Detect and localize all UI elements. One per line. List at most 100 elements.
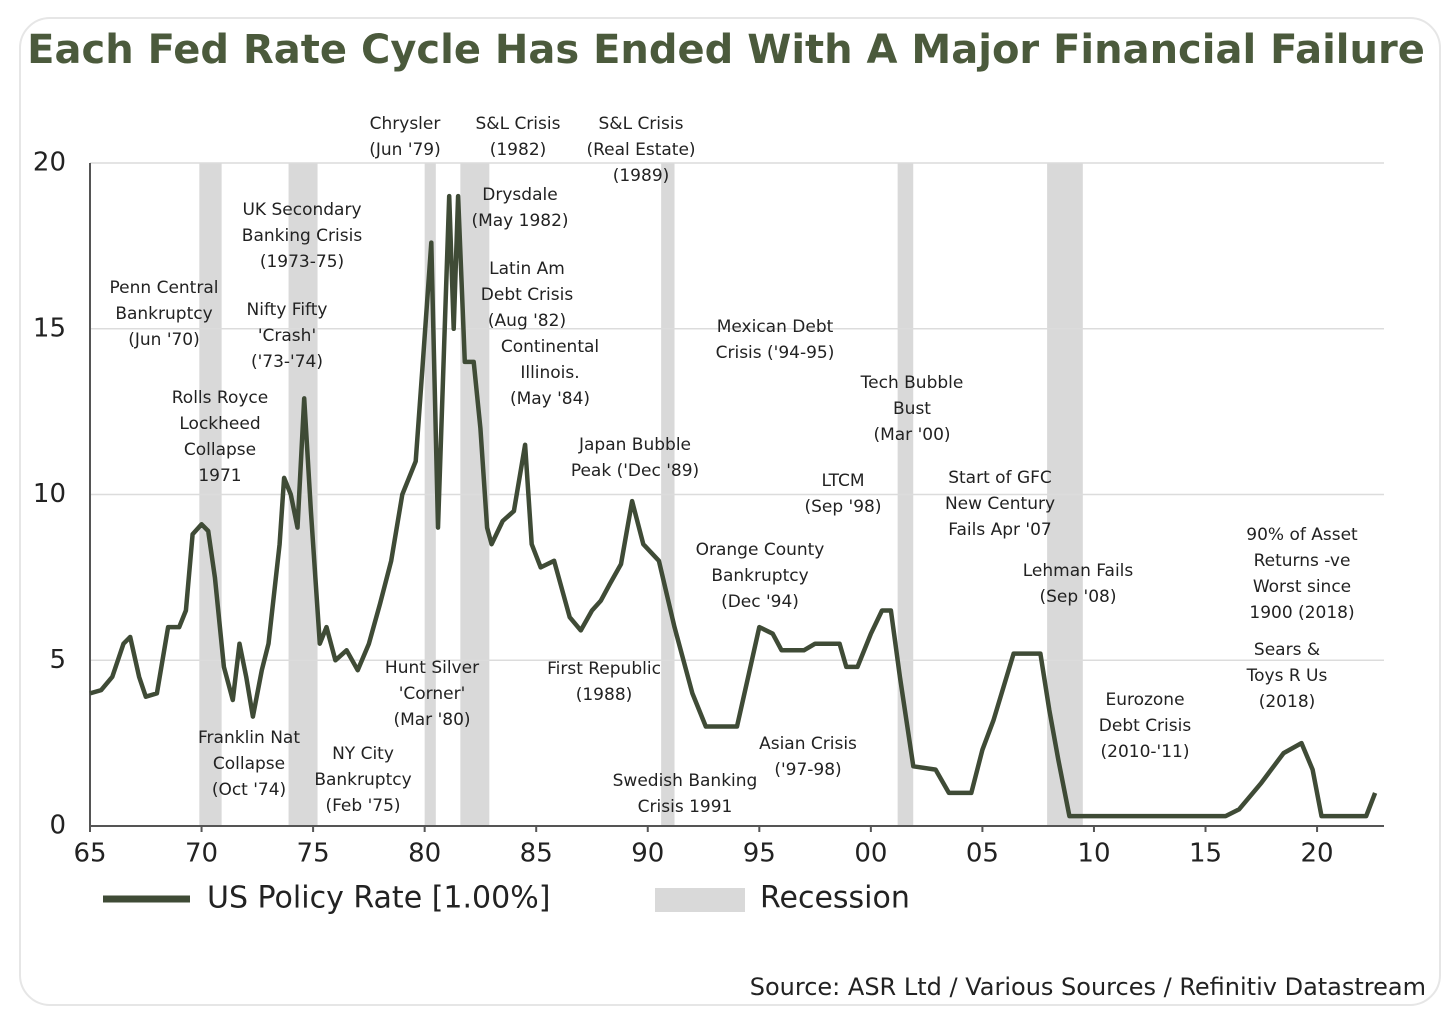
annotation-line: Debt Crisis [481, 285, 574, 305]
x-tick-label: 00 [854, 839, 887, 869]
annotation-line: (2010-'11) [1101, 742, 1190, 762]
source: Source: ASR Ltd / Various Sources / Refi… [750, 973, 1426, 1001]
annotation-line: (Sep '08) [1039, 587, 1116, 607]
annotation-line: Banking Crisis [242, 226, 363, 246]
annotation-line: LTCM [821, 471, 864, 491]
legend-label: Recession [760, 881, 910, 916]
annotation-line: (Real Estate) [586, 140, 695, 160]
annotation-line: Tech Bubble [860, 373, 964, 393]
annotation: Continental Illinois. (May '84) [501, 337, 599, 409]
annotation-line: (Mar '00) [873, 425, 950, 445]
annotation-line: (2018) [1259, 692, 1316, 712]
rate-line [89, 193, 1378, 819]
annotation-line: 1900 (2018) [1249, 603, 1354, 623]
annotation-line: (1988) [576, 685, 633, 705]
x-tick-label: 90 [631, 839, 664, 869]
annotation: 90% of Asset Returns -ve Worst since 1900 (… [1246, 525, 1358, 623]
annotation: Nifty Fifty 'Crash' ('73-'74) [247, 300, 328, 372]
annotation-line: Swedish Banking [613, 771, 758, 791]
annotation: LTCM (Sep '98) [804, 471, 881, 517]
annotation-line: 90% of Asset [1246, 525, 1358, 545]
annotation-line: ('97-98) [774, 760, 841, 780]
annotation: Asian Crisis ('97-98) [759, 734, 857, 780]
annotation-line: S&L Crisis [599, 114, 684, 134]
annotation-line: New Century [945, 494, 1055, 514]
x-tick-label: 10 [1077, 839, 1110, 869]
annotation-line: Mexican Debt [717, 317, 834, 337]
annotation-line: Illinois. [520, 363, 579, 383]
annotation-line: Fails Apr '07 [948, 520, 1051, 540]
x-tick-label: 75 [297, 839, 330, 869]
annotation-line: Orange County [696, 540, 825, 560]
annotation: S&L Crisis (Real Estate) (1989) [586, 114, 695, 186]
annotation-line: Rolls Royce [172, 388, 268, 408]
annotation-line: Worst since [1253, 577, 1351, 597]
x-tick-label: 95 [743, 839, 776, 869]
annotation-line: (Aug '82) [488, 311, 566, 331]
x-tick-label: 85 [520, 839, 553, 869]
annotation-line: Drysdale [482, 185, 557, 205]
annotation-line: (Dec '94) [721, 592, 799, 612]
y-tick-label: 0 [49, 811, 66, 841]
annotation-line: Bankruptcy [314, 770, 411, 790]
annotation-line: Hunt Silver [385, 658, 479, 678]
annotation-line: Lockheed [179, 414, 260, 434]
annotation-line: Toys R Us [1246, 666, 1328, 686]
annotation: Drysdale (May 1982) [471, 185, 568, 231]
annotation: Orange County Bankruptcy (Dec '94) [696, 540, 825, 612]
annotation-line: 'Corner' [399, 684, 466, 704]
annotation: Franklin Nat Collapse (Oct '74) [198, 728, 300, 800]
annotation-line: Franklin Nat [198, 728, 300, 748]
annotation-line: Sears & [1254, 640, 1320, 660]
annotation-line: Nifty Fifty [247, 300, 328, 320]
y-tick-label: 15 [33, 313, 66, 343]
annotation-line: Collapse [213, 754, 285, 774]
x-tick-label: 05 [966, 839, 999, 869]
annotation: Japan Bubble Peak ('Dec '89) [571, 435, 699, 481]
annotation-line: 1971 [198, 466, 241, 486]
card [19, 17, 1441, 1006]
y-tick-label: 5 [49, 645, 66, 675]
annotation-line: Lehman Fails [1023, 561, 1134, 581]
annotation-line: Peak ('Dec '89) [571, 461, 699, 481]
annotation-line: (Sep '98) [804, 497, 881, 517]
annotation: Swedish Banking Crisis 1991 [613, 771, 758, 817]
y-tick-label: 20 [33, 148, 66, 178]
annotation: NY City Bankruptcy (Feb '75) [314, 744, 411, 816]
annotation: Mexican Debt Crisis ('94-95) [716, 317, 835, 363]
y-tick-label: 10 [33, 479, 66, 509]
annotation-line: Bankruptcy [711, 566, 808, 586]
legend-swatch [655, 888, 745, 912]
annotation-line: (Oct '74) [212, 780, 286, 800]
annotation: Sears & Toys R Us (2018) [1246, 640, 1328, 712]
annotation-line: NY City [332, 744, 394, 764]
annotation: UK Secondary Banking Crisis (1973-75) [242, 200, 363, 272]
annotation-line: S&L Crisis [476, 114, 561, 134]
annotation-line: Latin Am [489, 259, 565, 279]
annotation-line: Continental [501, 337, 599, 357]
x-tick-label: 65 [73, 839, 106, 869]
annotation-line: Crisis ('94-95) [716, 343, 835, 363]
annotation-line: (May '84) [510, 389, 590, 409]
chart-title: Each Fed Rate Cycle Has Ended With A Maj… [27, 27, 1425, 73]
annotation-line: Bankruptcy [115, 304, 212, 324]
annotation-line: Collapse [184, 440, 256, 460]
annotation-line: Start of GFC [948, 468, 1052, 488]
annotation: Chrysler (Jun '79) [369, 114, 441, 160]
annotation-line: (1982) [490, 140, 547, 160]
annotation-line: Chrysler [370, 114, 441, 134]
annotation-line: (1973-75) [260, 252, 344, 272]
annotation-line: Bust [893, 399, 931, 419]
annotation-line: Japan Bubble [578, 435, 691, 455]
legend-label: US Policy Rate [1.00%] [207, 881, 550, 916]
annotation: Lehman Fails (Sep '08) [1023, 561, 1134, 607]
annotation-line: Eurozone [1105, 690, 1184, 710]
annotation: Tech Bubble Bust (Mar '00) [860, 373, 964, 445]
x-tick-label: 80 [408, 839, 441, 869]
annotation-line: 'Crash' [258, 326, 316, 346]
annotation-line: (Jun '70) [128, 330, 200, 350]
annotation-line: UK Secondary [242, 200, 361, 220]
annotation: Penn Central Bankruptcy (Jun '70) [110, 278, 219, 350]
annotation: Rolls Royce Lockheed Collapse 1971 [172, 388, 268, 486]
